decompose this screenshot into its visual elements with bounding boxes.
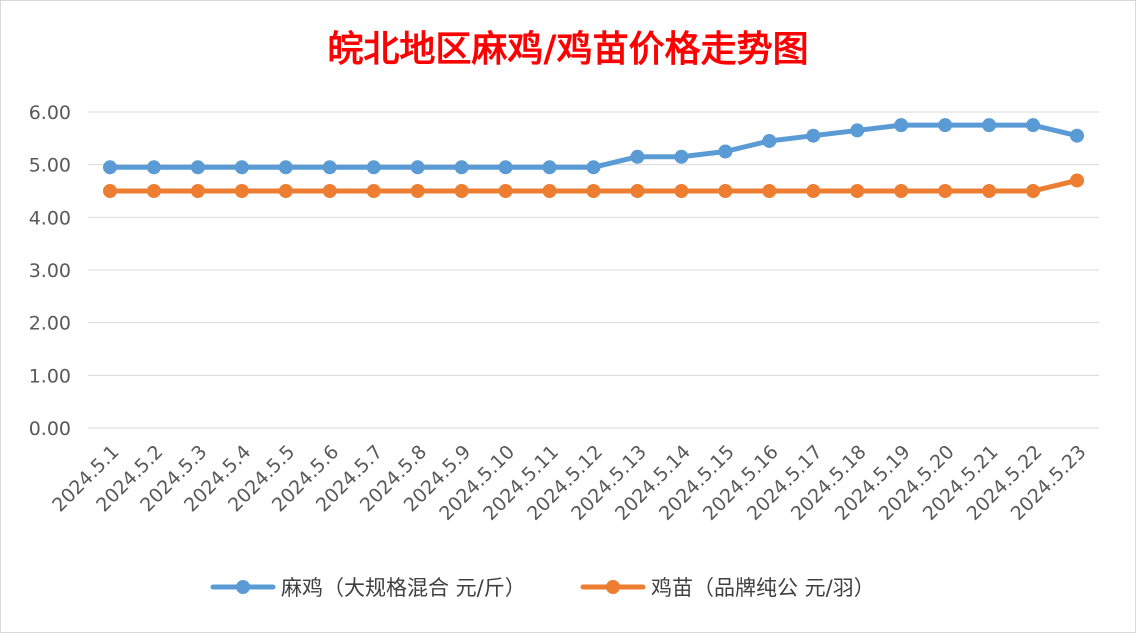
data-point-series-2 xyxy=(850,184,865,198)
data-point-series-2 xyxy=(146,184,161,198)
data-point-series-2 xyxy=(762,184,777,198)
y-tick-label: 3.00 xyxy=(29,260,71,282)
data-point-series-2 xyxy=(278,184,293,198)
data-point-series-1 xyxy=(894,118,909,133)
data-point-series-2 xyxy=(234,184,249,198)
data-point-series-1 xyxy=(1026,118,1041,133)
data-point-series-1 xyxy=(454,160,469,175)
data-point-series-2 xyxy=(498,184,513,198)
data-point-series-1 xyxy=(410,160,425,175)
data-point-series-2 xyxy=(806,184,821,198)
data-point-series-1 xyxy=(630,149,645,164)
data-point-series-2 xyxy=(1070,173,1085,188)
y-axis-ticks: 0.00 1.00 2.00 3.00 4.00 5.00 6.00 xyxy=(29,102,71,440)
data-point-series-1 xyxy=(146,160,161,175)
data-point-series-1 xyxy=(366,160,381,175)
data-point-series-1 xyxy=(718,144,733,159)
data-point-series-1 xyxy=(806,128,821,143)
y-tick-label: 0.00 xyxy=(29,418,71,440)
data-point-series-1 xyxy=(674,149,689,164)
chart-title: 皖北地区麻鸡/鸡苗价格走势图 xyxy=(327,28,808,70)
data-point-series-1 xyxy=(938,118,953,133)
data-point-series-1 xyxy=(586,160,601,175)
data-point-series-2 xyxy=(190,184,205,198)
data-point-series-2 xyxy=(410,184,425,198)
data-point-series-1 xyxy=(190,160,205,175)
y-tick-label: 4.00 xyxy=(29,207,71,229)
data-point-series-2 xyxy=(542,184,557,198)
data-point-series-1 xyxy=(1070,128,1085,143)
data-point-series-2 xyxy=(454,184,469,198)
data-point-series-2 xyxy=(718,184,733,198)
legend-label-2: 鸡苗（品牌纯公 元/羽） xyxy=(651,576,875,600)
data-point-series-2 xyxy=(102,184,117,198)
legend-label-1: 麻鸡（大规格混合 元/斤） xyxy=(281,576,526,600)
legend-marker-2 xyxy=(606,580,620,594)
legend: 麻鸡（大规格混合 元/斤） 鸡苗（品牌纯公 元/羽） xyxy=(210,576,875,600)
data-point-series-1 xyxy=(542,160,557,175)
data-point-series-2 xyxy=(630,184,645,198)
data-point-series-1 xyxy=(322,160,337,175)
data-point-series-1 xyxy=(278,160,293,175)
y-tick-label: 2.00 xyxy=(29,313,71,335)
data-point-series-1 xyxy=(498,160,513,175)
data-point-series-2 xyxy=(322,184,337,198)
data-point-series-1 xyxy=(762,133,777,148)
data-point-series-2 xyxy=(674,184,689,198)
data-series xyxy=(102,118,1085,198)
data-point-series-1 xyxy=(234,160,249,175)
data-point-series-1 xyxy=(982,118,997,133)
data-point-series-2 xyxy=(586,184,601,198)
data-point-series-2 xyxy=(982,184,997,198)
data-point-series-1 xyxy=(850,123,865,138)
data-point-series-2 xyxy=(366,184,381,198)
grid-lines xyxy=(88,111,1099,429)
y-tick-label: 5.00 xyxy=(29,155,71,177)
legend-marker-1 xyxy=(236,580,250,594)
y-tick-label: 6.00 xyxy=(29,102,71,124)
x-axis-ticks: 2024.5.12024.5.22024.5.32024.5.42024.5.5… xyxy=(48,441,1090,525)
data-point-series-1 xyxy=(102,160,117,175)
data-point-series-2 xyxy=(938,184,953,198)
y-tick-label: 1.00 xyxy=(29,365,71,387)
data-point-series-2 xyxy=(894,184,909,198)
data-point-series-2 xyxy=(1026,184,1041,198)
